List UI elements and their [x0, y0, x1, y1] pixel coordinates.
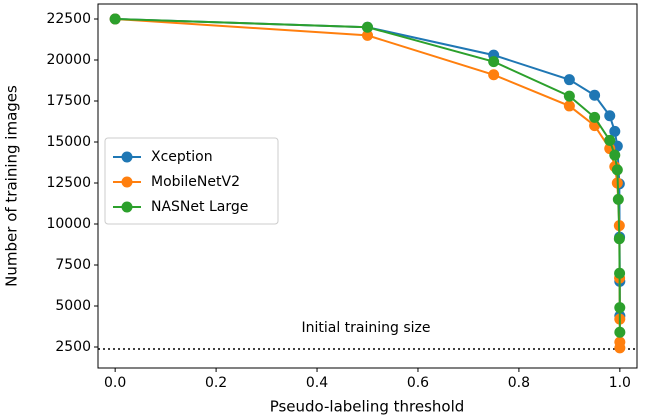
legend-marker — [121, 176, 133, 188]
x-tick-label: 0.6 — [407, 375, 429, 391]
y-tick-label: 15000 — [46, 134, 91, 150]
x-tick-label: 0.4 — [306, 375, 328, 391]
y-tick-label: 7500 — [55, 257, 91, 273]
y-tick-label: 22500 — [46, 11, 91, 27]
x-tick-label: 0.8 — [508, 375, 530, 391]
data-point — [604, 134, 616, 146]
y-tick-label: 17500 — [46, 93, 91, 109]
data-point — [609, 149, 621, 161]
data-point — [613, 233, 625, 245]
x-tick-label: 1.0 — [609, 375, 631, 391]
data-point — [488, 69, 500, 81]
data-point — [563, 90, 575, 102]
data-point — [609, 125, 621, 137]
plot-frame — [97, 3, 638, 369]
data-point — [611, 164, 623, 176]
data-point — [362, 21, 373, 33]
data-point — [589, 111, 601, 123]
data-point — [614, 267, 626, 279]
legend-label: NASNet Large — [151, 199, 248, 215]
data-point — [614, 326, 626, 338]
legend-marker — [121, 151, 133, 163]
legend-marker — [121, 201, 133, 213]
data-point — [612, 193, 624, 205]
legend-label: MobileNetV2 — [151, 174, 240, 190]
y-tick-label: 5000 — [55, 298, 91, 314]
y-tick-label: 10000 — [46, 216, 91, 232]
data-point — [488, 56, 500, 68]
x-tick-label: 0.0 — [104, 375, 126, 391]
y-tick-label: 12500 — [46, 175, 91, 191]
y-axis-label: Number of training images — [3, 85, 21, 287]
legend: Xception MobileNetV2 NASNet Large — [104, 137, 279, 225]
x-axis-label: Pseudo-labeling threshold — [270, 398, 465, 416]
data-point — [604, 110, 616, 122]
data-point — [589, 89, 601, 101]
data-point — [614, 342, 626, 354]
legend-box — [104, 137, 279, 225]
data-point — [614, 302, 626, 314]
y-tick-label: 20000 — [46, 52, 91, 68]
data-point — [109, 13, 121, 25]
legend-label: Xception — [151, 149, 213, 165]
data-point — [563, 100, 575, 112]
x-tick-label: 0.2 — [205, 375, 227, 391]
annotation: Initial training size — [301, 320, 430, 336]
y-tick-label: 2500 — [55, 339, 91, 355]
data-point — [362, 29, 373, 41]
data-point — [563, 74, 575, 86]
